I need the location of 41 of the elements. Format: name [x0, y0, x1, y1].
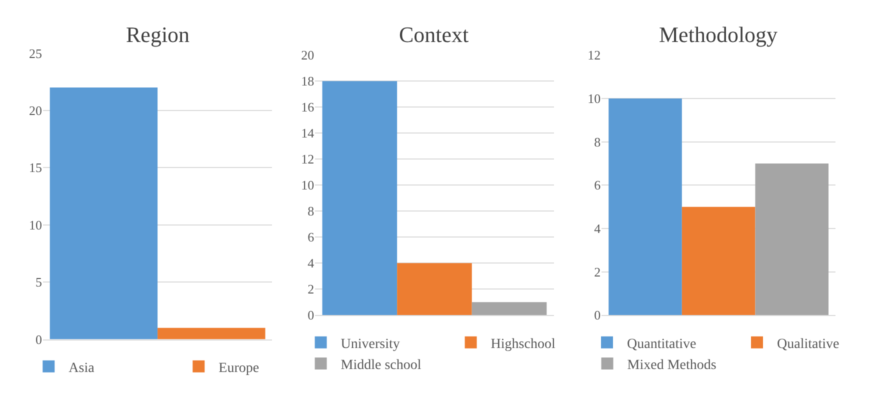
y-tick-label: 10	[301, 178, 314, 193]
legend-label: Europe	[218, 360, 260, 376]
y-tick-label: 8	[594, 134, 601, 150]
legend-label: Mixed Methods	[627, 358, 716, 373]
legend-label: University	[340, 336, 400, 352]
legend-label: Quantitative	[627, 336, 696, 352]
y-tick-label: 5	[35, 274, 42, 290]
legend-label: Highschool	[490, 336, 556, 352]
y-tick-label: 25	[28, 46, 42, 61]
y-tick-label: 20	[301, 48, 314, 63]
bar	[755, 163, 829, 316]
y-tick-label: 0	[308, 308, 314, 323]
y-tick-label: 14	[301, 126, 315, 141]
chart-title: Context	[399, 22, 469, 47]
legend-label: Asia	[68, 360, 96, 376]
y-tick-label: 20	[28, 102, 42, 118]
y-tick-label: 12	[301, 152, 314, 167]
legend-label: Middle school	[340, 358, 422, 373]
bar	[608, 98, 682, 316]
y-tick-label: 8	[308, 204, 314, 219]
chart-title: Methodology	[659, 22, 778, 47]
bar	[472, 302, 547, 316]
y-tick-label: 6	[308, 230, 315, 245]
y-tick-label: 0	[35, 332, 42, 347]
bar	[322, 81, 398, 316]
y-tick-label: 12	[588, 48, 601, 63]
y-tick-label: 2	[594, 264, 601, 280]
y-tick-label: 18	[301, 74, 314, 89]
y-tick-label: 2	[308, 282, 314, 297]
y-tick-label: 10	[588, 91, 601, 106]
y-tick-label: 4	[308, 256, 315, 271]
y-tick-label: 16	[301, 100, 315, 115]
y-tick-label: 6	[594, 178, 602, 193]
y-tick-label: 4	[594, 221, 602, 236]
y-tick-label: 10	[28, 217, 42, 232]
y-tick-label: 0	[594, 308, 601, 323]
bar	[682, 206, 756, 316]
legend-label: Qualitative	[777, 336, 840, 352]
chart-title: Region	[126, 22, 190, 47]
bar	[397, 263, 472, 316]
y-tick-label: 15	[28, 160, 42, 176]
